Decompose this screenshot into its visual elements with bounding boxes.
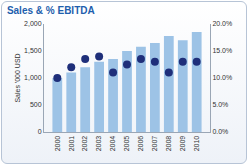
svg-text:2008: 2008 bbox=[165, 136, 172, 152]
svg-text:2009: 2009 bbox=[179, 136, 186, 152]
svg-text:1,000: 1,000 bbox=[24, 74, 42, 81]
svg-text:2000: 2000 bbox=[54, 136, 61, 152]
svg-text:2001: 2001 bbox=[68, 136, 75, 152]
svg-text:2005: 2005 bbox=[123, 136, 130, 152]
svg-text:20.0%: 20.0% bbox=[212, 20, 232, 27]
svg-text:2004: 2004 bbox=[109, 136, 116, 152]
svg-text:2007: 2007 bbox=[151, 136, 158, 152]
svg-text:0.0%: 0.0% bbox=[212, 128, 228, 135]
svg-text:10.0%: 10.0% bbox=[212, 74, 232, 81]
svg-text:0: 0 bbox=[38, 128, 42, 135]
svg-text:2002: 2002 bbox=[81, 136, 88, 152]
svg-text:2010: 2010 bbox=[193, 136, 200, 152]
svg-text:15.0%: 15.0% bbox=[212, 47, 232, 54]
svg-text:2006: 2006 bbox=[137, 136, 144, 152]
svg-text:1,500: 1,500 bbox=[24, 47, 42, 54]
svg-text:Sales & % EBITDA: Sales & % EBITDA bbox=[7, 5, 95, 16]
svg-text:5.0%: 5.0% bbox=[212, 101, 228, 108]
svg-text:Sales '000 USD: Sales '000 USD bbox=[14, 53, 21, 102]
svg-text:2003: 2003 bbox=[95, 136, 102, 152]
svg-text:2,000: 2,000 bbox=[24, 20, 42, 27]
svg-text:500: 500 bbox=[30, 101, 42, 108]
